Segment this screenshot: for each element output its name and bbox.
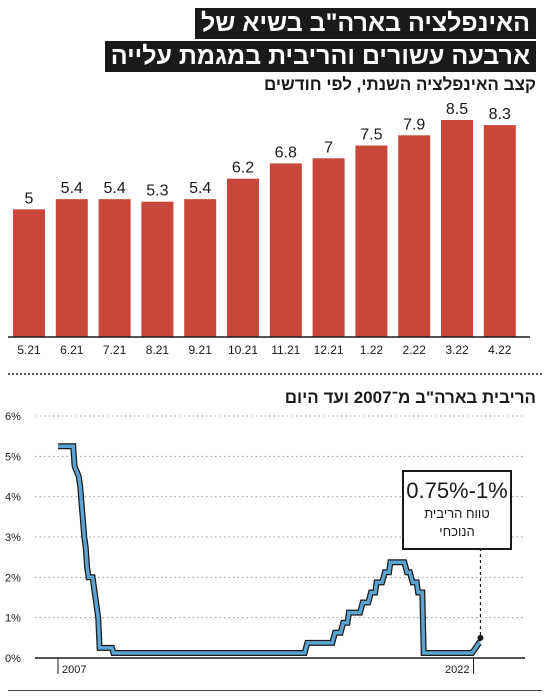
rate-line: [58, 444, 481, 655]
bar-9.21: [184, 199, 217, 337]
bar-category-label: 3.22: [445, 343, 469, 357]
bar-value-label: 8.5: [446, 101, 468, 118]
current-rate-dot: [477, 634, 484, 641]
bar-value-label: 5.4: [61, 180, 83, 197]
current-rate-caption-1: טווח הריבית: [424, 506, 490, 521]
y-tick-label: 1%: [5, 613, 21, 625]
bottom-rule: [8, 690, 542, 691]
bar-category-label: 7.21: [103, 343, 127, 357]
bar-category-label: 10.21: [228, 343, 258, 357]
inflation-bar-chart: 5 5.21 5.4 6.21 5.4 7.21 5.3 8.21 5.4 9.21 6.2 10.2…: [8, 101, 530, 357]
bar-value-label: 7.5: [360, 127, 382, 144]
bar-category-label: 1.22: [360, 343, 384, 357]
bar-value-label: 5: [25, 190, 34, 207]
x-tick-label: 2022: [445, 664, 469, 676]
current-rate-callout: 0.75%-1% טווח הריבית הנוכחי: [402, 470, 512, 550]
line-chart-title: הריבית בארה"ב מ־2007 ועד היום: [284, 388, 536, 407]
bar-12.21: [312, 158, 345, 337]
y-tick-label: 4%: [5, 492, 21, 504]
bar-value-label: 8.3: [489, 106, 511, 123]
bar-value-label: 5.3: [146, 183, 168, 200]
bar-5.21: [13, 209, 45, 337]
y-tick-label: 5%: [5, 451, 21, 463]
y-tick-label: 0%: [5, 653, 21, 665]
bar-category-label: 12.21: [314, 343, 344, 357]
bar-value-label: 6.2: [232, 160, 254, 177]
bar-11.21: [269, 163, 302, 337]
bar-value-label: 5.4: [103, 180, 125, 197]
bar-7.21: [98, 199, 131, 337]
bar-category-label: 2.22: [403, 343, 427, 357]
headline-line-1: האינפלציה בארה"ב בשיא של: [195, 8, 536, 39]
headline-line-2: ארבעה עשורים והריבית במגמת עלייה: [104, 41, 536, 72]
x-tick-label: 2007: [62, 664, 86, 676]
y-tick-label: 6%: [5, 411, 21, 423]
bar-10.21: [227, 178, 259, 337]
bar-1.22: [355, 145, 388, 337]
y-tick-label: 2%: [5, 572, 21, 584]
bar-category-label: 11.21: [271, 343, 300, 357]
bar-chart-title: קצב האינפלציה השנתי, לפי חודשים: [263, 75, 536, 94]
bar-value-label: 5.4: [189, 180, 211, 197]
bar-value-label: 7: [324, 139, 333, 156]
current-rate-caption-2: הנוכחי: [439, 524, 475, 539]
bar-4.22: [483, 125, 516, 337]
bar-6.21: [55, 199, 88, 337]
bar-category-label: 9.21: [189, 343, 213, 357]
bar-value-label: 6.8: [275, 144, 297, 161]
bar-category-label: 4.22: [488, 343, 512, 357]
bar-2.22: [398, 135, 431, 337]
y-tick-label: 3%: [5, 532, 21, 544]
bar-8.21: [141, 201, 174, 337]
bar-value-label: 7.9: [403, 116, 425, 133]
section-divider: [8, 373, 542, 375]
current-rate-value: 0.75%-1%: [406, 478, 508, 503]
bar-category-label: 8.21: [146, 343, 170, 357]
bar-category-label: 5.21: [17, 343, 41, 357]
bar-3.22: [441, 120, 473, 337]
title-block: האינפלציה בארה"ב בשיא של ארבעה עשורים וה…: [104, 8, 536, 74]
bar-category-label: 6.21: [60, 343, 84, 357]
